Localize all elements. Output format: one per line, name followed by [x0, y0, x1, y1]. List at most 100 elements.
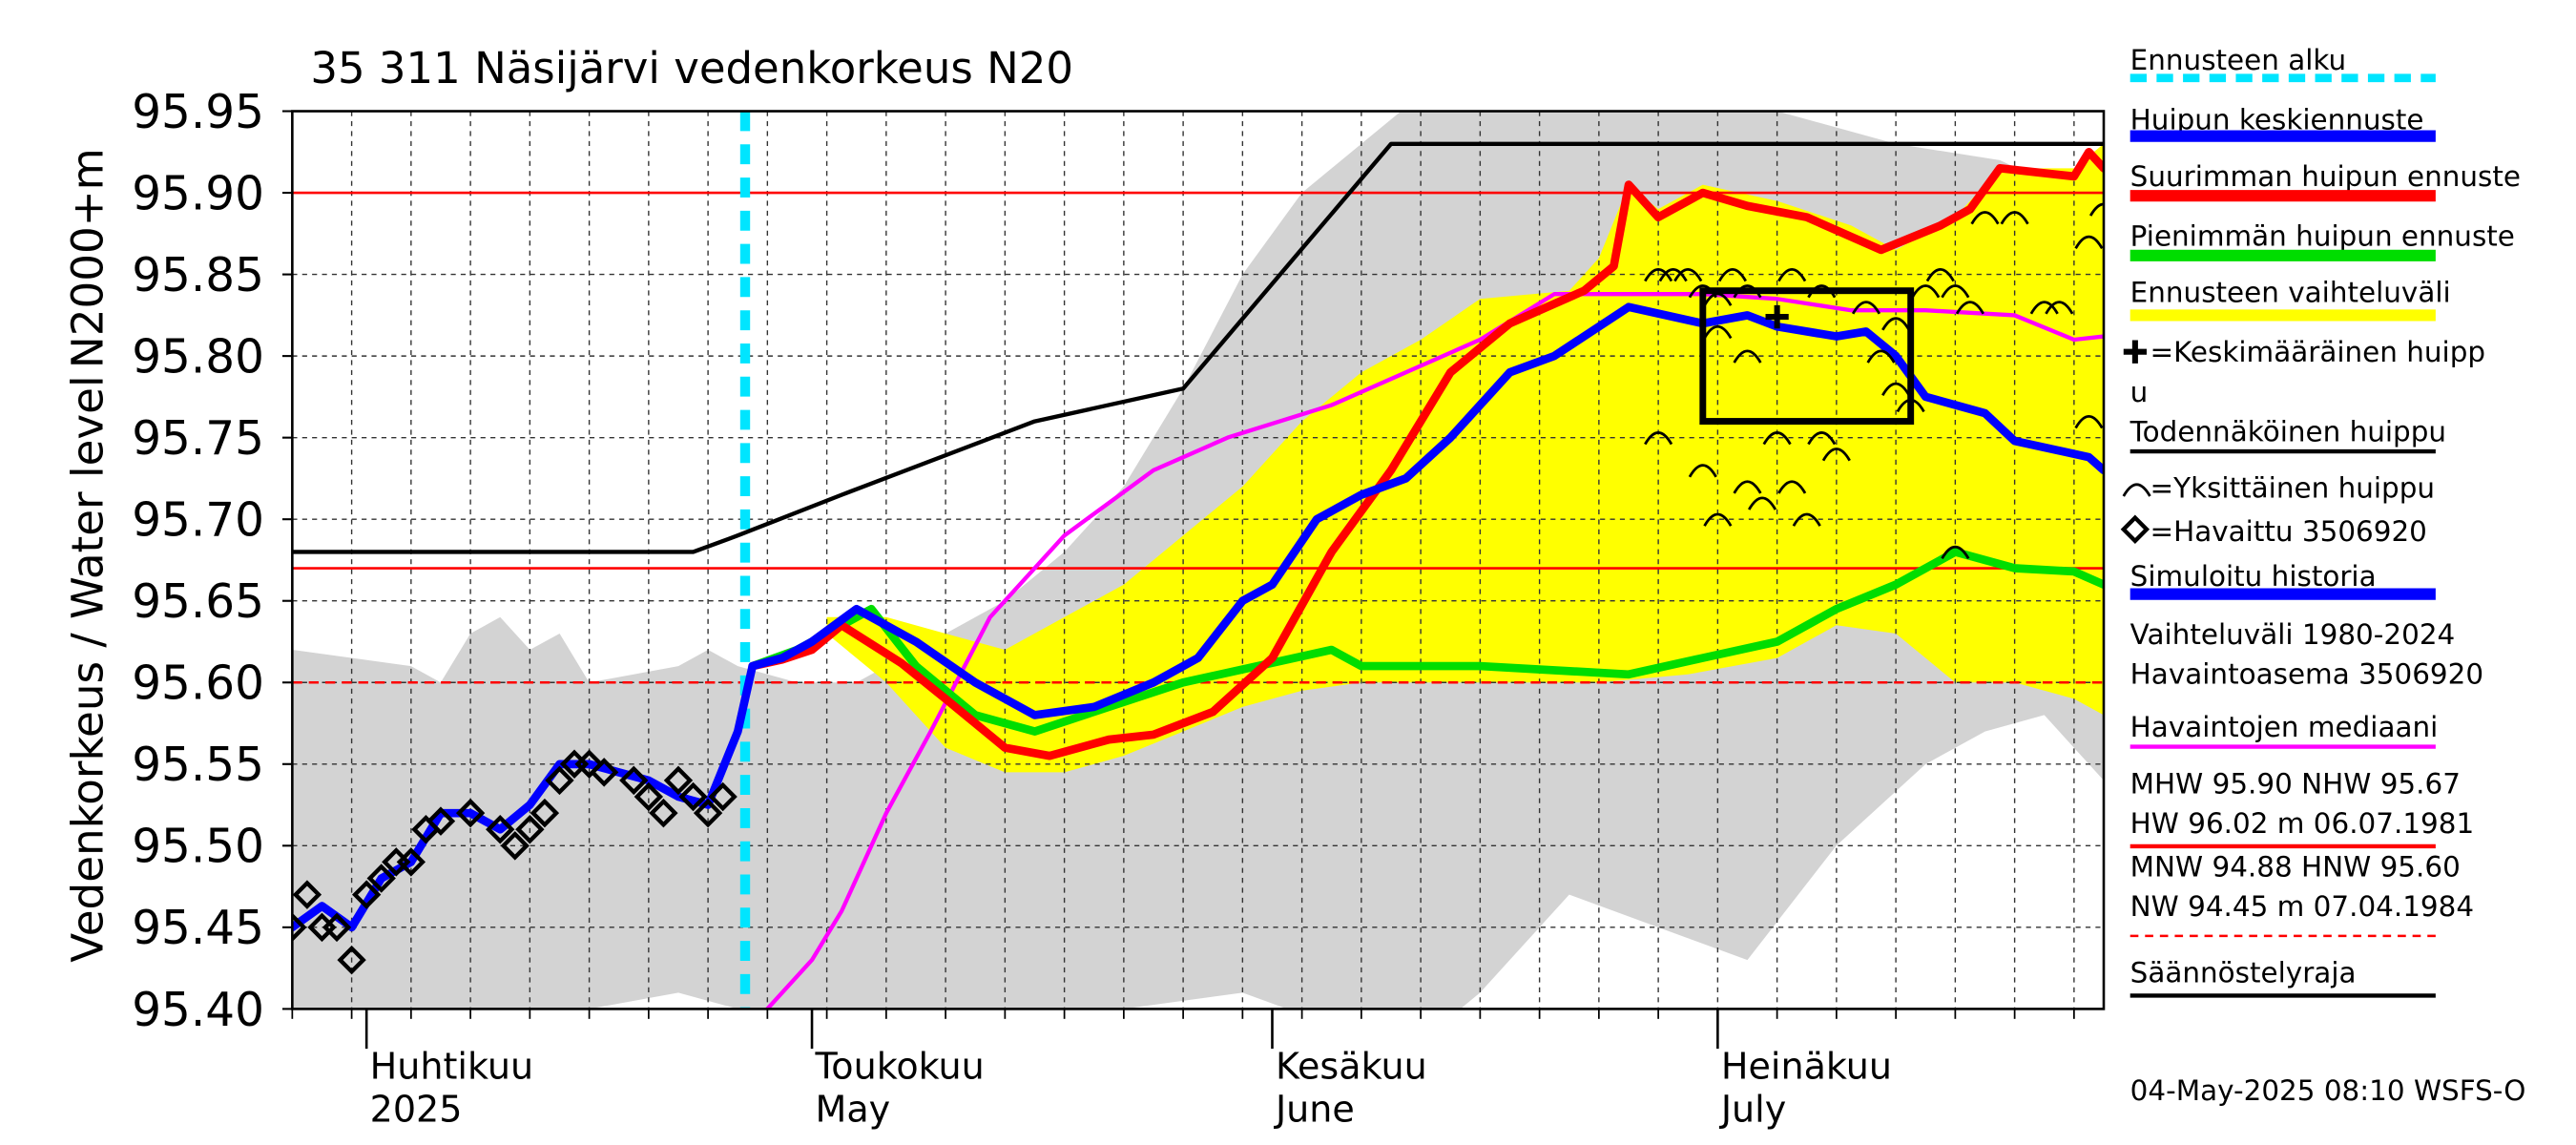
observed-point — [351, 880, 382, 909]
individual-peak-marker — [1673, 268, 1703, 282]
legend-label: Ennusteen alku — [2130, 44, 2347, 76]
individual-peak-marker — [1941, 545, 1970, 560]
individual-peak-marker — [1821, 448, 1851, 462]
observed-point — [366, 864, 396, 893]
mean-peak-marker — [1765, 304, 1789, 329]
individual-peak-marker — [1792, 512, 1821, 527]
y-tick-label: 95.85 — [132, 249, 264, 302]
observed-point — [292, 912, 307, 943]
legend-label: =Keskimääräinen huipp — [2150, 336, 2485, 368]
month-label: Toukokuu — [815, 1045, 985, 1087]
y-tick-label: 95.55 — [132, 739, 264, 792]
individual-peak-marker — [1866, 349, 1896, 364]
legend-label: Säännöstelyraja — [2130, 957, 2357, 989]
legend-label-2: NW 94.45 m 07.04.1984 — [2130, 890, 2474, 923]
observed-point — [500, 831, 530, 861]
individual-peak-marker — [1881, 317, 1911, 331]
individual-peak-marker — [2000, 211, 2029, 225]
peak-box — [1699, 287, 1915, 426]
legend-label: Suurimman huipun ennuste — [2130, 160, 2521, 193]
individual-peak-marker — [1703, 512, 1733, 527]
observed-point — [530, 798, 560, 828]
legend-label: =Havaittu 3506920 — [2150, 515, 2426, 548]
observed-point — [292, 880, 322, 909]
y-axis-label: Vedenkorkeus / Water level — [62, 375, 113, 962]
y-axis-unit: N2000+m — [62, 148, 113, 368]
legend-label: Pienimmän huipun ennuste — [2130, 219, 2515, 252]
legend-label: MHW 95.90 NHW 95.67 — [2130, 767, 2461, 800]
observed-point — [322, 912, 352, 943]
y-tick-label: 95.65 — [132, 575, 264, 629]
legend-arc — [2122, 483, 2151, 497]
observed-point — [678, 781, 708, 812]
individual-peak-marker — [1881, 382, 1911, 397]
month-label: Heinäkuu — [1721, 1045, 1892, 1087]
y-tick-label: 95.95 — [132, 86, 264, 139]
month-label-en: July — [1719, 1089, 1786, 1131]
range-bands — [292, 111, 2104, 1010]
individual-peak-marker — [2074, 414, 2104, 429]
individual-peak-marker — [1658, 268, 1688, 282]
series-lines — [292, 141, 2104, 1010]
individual-peak-marker — [1644, 268, 1673, 282]
month-label-en: 2025 — [370, 1089, 463, 1131]
individual-peak-marker — [1703, 324, 1733, 340]
legend-label: MNW 94.88 HNW 95.60 — [2130, 850, 2461, 883]
individual-peak-marker — [1644, 431, 1673, 446]
legend-label: Havaintojen mediaani — [2130, 711, 2439, 743]
individual-peak-marker — [1777, 268, 1807, 282]
series-line — [292, 302, 2104, 932]
individual-peak-marker — [1762, 431, 1792, 446]
series-line — [748, 147, 2104, 760]
month-label-en: May — [816, 1089, 891, 1131]
individual-peak-marker — [1941, 284, 1970, 299]
individual-peak-marker — [1777, 480, 1807, 494]
observed-point — [396, 847, 426, 877]
legend-label-2: Havaintoasema 3506920 — [2130, 657, 2483, 690]
individual-peak-marker — [1733, 349, 1762, 364]
observed-point — [589, 758, 619, 787]
timestamp: 04-May-2025 08:10 WSFS-O — [2130, 1074, 2526, 1107]
individual-peak-marker — [1733, 480, 1762, 494]
individual-peak-marker — [1688, 464, 1717, 478]
individual-peak-marker — [2088, 202, 2104, 217]
individual-peak-marker — [1970, 211, 2000, 225]
legend-label: Vaihteluväli 1980-2024 — [2130, 618, 2456, 651]
legend-label: Simuloitu historia — [2130, 560, 2377, 593]
y-tick-label: 95.80 — [132, 330, 264, 384]
y-tick-label: 95.75 — [132, 412, 264, 466]
observed-point — [455, 798, 486, 828]
series-line — [748, 548, 2104, 736]
legend-label: Todennäköinen huippu — [2129, 416, 2446, 448]
y-tick-label: 95.40 — [132, 984, 264, 1037]
individual-peak-marker — [2045, 301, 2074, 315]
month-label-en: June — [1274, 1089, 1355, 1131]
observed-point — [649, 798, 678, 828]
observed-point — [545, 765, 574, 796]
chart-title: 35 311 Näsijärvi vedenkorkeus N20 — [310, 43, 1073, 94]
observed-point — [708, 781, 737, 812]
legend-label-2: u — [2130, 376, 2149, 408]
y-tick-label: 95.60 — [132, 657, 264, 711]
month-label: Kesäkuu — [1276, 1045, 1427, 1087]
observed-point — [337, 945, 366, 975]
observed-point — [693, 798, 723, 828]
legend-label: Ennusteen vaihteluväli — [2130, 276, 2451, 308]
y-tick-label: 95.70 — [132, 493, 264, 547]
legend-diamond — [2120, 514, 2150, 545]
observed-point — [515, 814, 545, 844]
series-line — [764, 291, 2104, 1010]
plot-frame — [291, 110, 2106, 1010]
legend-plus — [2123, 340, 2147, 364]
legend-label: =Yksittäinen huippu — [2150, 472, 2435, 505]
individual-peak-marker — [1925, 268, 1955, 282]
series-line — [292, 141, 2104, 554]
individual-peak-marker — [1717, 268, 1747, 282]
y-tick-label: 95.50 — [132, 821, 264, 874]
observed-point — [574, 749, 604, 780]
observed-point — [619, 765, 649, 796]
individual-peak-marker — [1955, 301, 1984, 315]
observed-point — [426, 806, 456, 836]
individual-peak-marker — [1851, 301, 1881, 315]
